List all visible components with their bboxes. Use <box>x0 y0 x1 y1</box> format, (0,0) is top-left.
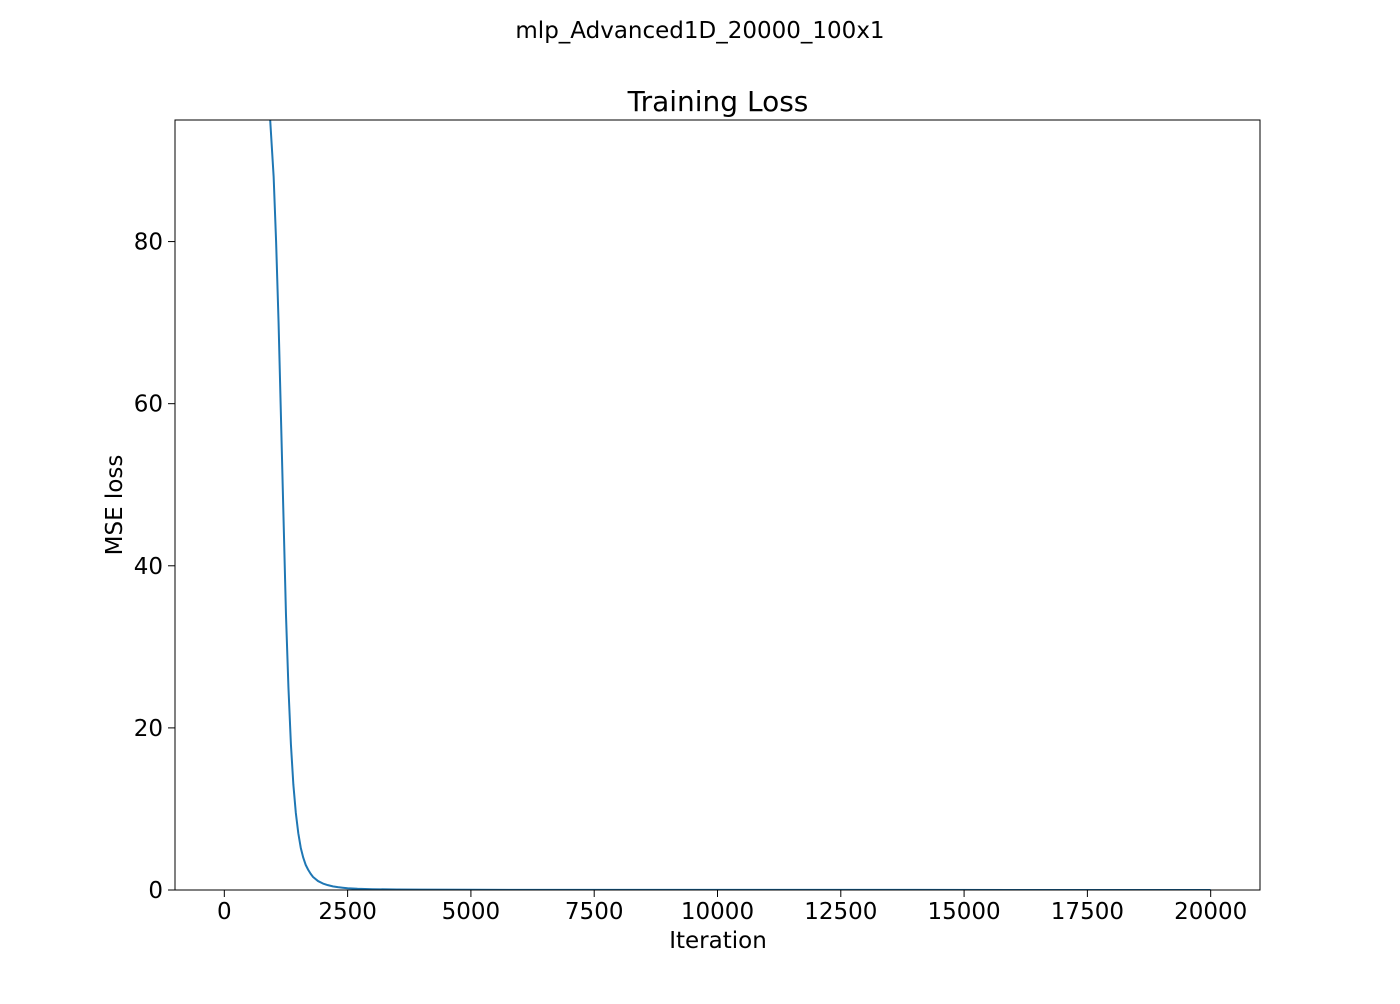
chart-title: Training Loss <box>627 85 809 118</box>
y-tick-label: 20 <box>134 716 163 742</box>
x-tick-label: 20000 <box>1174 899 1247 925</box>
x-tick-label: 17500 <box>1051 899 1124 925</box>
y-axis-label: MSE loss <box>102 455 128 556</box>
x-axis-ticks: 0 2500 5000 7500 10000 12500 15000 17500 20000 <box>217 890 1247 925</box>
x-tick-label: 7500 <box>565 899 624 925</box>
figure-suptitle: mlp_Advanced1D_20000_100x1 <box>515 18 884 44</box>
x-tick-label: 12500 <box>804 899 877 925</box>
x-tick-label: 0 <box>217 899 232 925</box>
x-tick-label: 15000 <box>928 899 1001 925</box>
y-tick-label: 0 <box>148 878 163 904</box>
x-tick-label: 2500 <box>318 899 377 925</box>
y-tick-label: 80 <box>134 230 163 256</box>
x-tick-label: 10000 <box>681 899 754 925</box>
x-axis-label: Iteration <box>669 928 767 954</box>
y-axis-ticks: 0 20 40 60 80 <box>134 230 175 904</box>
y-tick-label: 40 <box>134 554 163 580</box>
x-tick-label: 5000 <box>442 899 501 925</box>
y-tick-label: 60 <box>134 392 163 418</box>
